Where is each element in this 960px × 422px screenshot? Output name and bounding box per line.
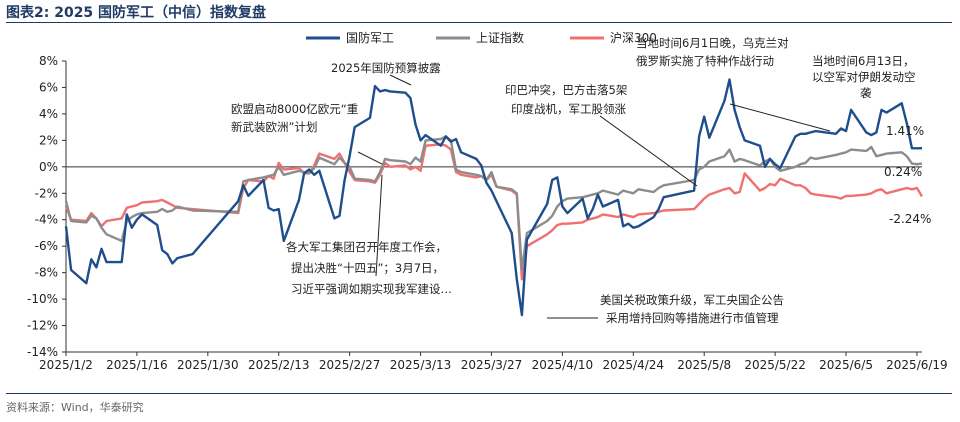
leader-budget (389, 74, 412, 86)
leader-eu (357, 151, 383, 165)
annotation-ukraine-line-2: 俄罗斯实施了特种作战行动 (636, 54, 774, 68)
leader-indopak (599, 115, 698, 187)
annotation-ukraine: 当地时间6月1日晚，乌克兰对 俄罗斯实施了特种作战行动 (636, 36, 789, 68)
y-tick-label: 4% (39, 107, 58, 121)
end-label-csi300: -2.24% (889, 212, 931, 226)
legend-label-sse: 上证指数 (476, 30, 524, 45)
legend: 国防军工 上证指数 沪深300 (306, 30, 657, 45)
x-tick-label: 2025/1/16 (106, 358, 168, 372)
x-axis: 2025/1/2 2025/1/16 2025/1/30 2025/2/13 2025/… (39, 166, 948, 372)
x-tick-label: 2025/3/27 (461, 358, 523, 372)
y-tick-label: 8% (39, 54, 58, 68)
series-line-defense (64, 78, 923, 317)
annotation-ukraine-line-1: 当地时间6月1日晚，乌克兰对 (636, 36, 789, 50)
y-axis: -14% -12% -10% -8% -6% -4% -2% 0% 2% 4% 6% 8% (27, 54, 67, 359)
x-tick-label: 2025/3/13 (390, 358, 452, 372)
annotation-tariff-line-1: 美国关税政策升级，军工央国企公告 (600, 293, 784, 307)
x-tick-label: 2025/1/2 (39, 358, 93, 372)
title-rule (6, 22, 952, 23)
annotation-groups-line-1: 各大军工集团召开年度工作会， (286, 240, 447, 254)
end-label-sse: 0.24% (884, 165, 922, 179)
annotation-leaders (357, 74, 867, 319)
y-tick-label: -12% (27, 319, 58, 333)
x-tick-label: 2025/6/19 (886, 358, 948, 372)
x-tick-label: 2025/2/27 (319, 358, 381, 372)
annotation-tariff: 美国关税政策升级，军工央国企公告 采用增持回购等措施进行市值管理 (600, 293, 784, 325)
source-rule (6, 393, 952, 394)
annotation-eu: 欧盟启动8000亿欧元“重 新武装欧洲”计划 (231, 102, 358, 134)
y-tick-label: -6% (35, 239, 58, 253)
y-tick-label: -4% (35, 213, 58, 227)
legend-label-defense: 国防军工 (346, 30, 394, 45)
y-tick-label: -8% (35, 266, 58, 280)
y-tick-label: 6% (39, 80, 58, 94)
annotation-israel-line-3: 袭 (860, 86, 872, 100)
leader-ukraine (729, 103, 831, 132)
annotation-eu-line-2: 新武装欧洲”计划 (231, 120, 317, 134)
annotation-groups-line-2: 提出决胜“十四五”；3月7日， (291, 261, 444, 275)
annotation-eu-line-1: 欧盟启动8000亿欧元“重 (231, 102, 358, 116)
x-tick-label: 2025/1/30 (177, 358, 239, 372)
annotation-tariff-line-2: 采用增持回购等措施进行市值管理 (606, 311, 779, 325)
annotation-budget-line-1: 2025年国防预算披露 (331, 61, 441, 75)
annotation-indopak-line-2: 印度战机，军工股领涨 (511, 102, 626, 116)
series-line-csi300 (64, 143, 924, 281)
y-tick-label: -14% (27, 345, 58, 359)
chart-title: 图表2: 2025 国防军工（中信）指数复盘 (6, 5, 267, 21)
y-tick-label: -10% (27, 292, 58, 306)
annotation-groups-line-3: 习近平强调如期实现我军建设… (291, 282, 452, 296)
annotation-indopak-line-1: 印巴冲突，巴方击落5架 (505, 83, 627, 97)
series-line-sse (64, 135, 923, 272)
y-tick-label: 2% (39, 133, 58, 147)
x-tick-label: 2025/6/5 (819, 358, 873, 372)
y-tick-label: -2% (35, 186, 58, 200)
annotation-israel-line-2: 以空军对伊朗发动空 (812, 70, 916, 84)
x-tick-label: 2025/2/13 (248, 358, 310, 372)
source-note: 资料来源：Wind，华泰研究 (6, 401, 144, 414)
annotation-indopak: 印巴冲突，巴方击落5架 印度战机，军工股领涨 (505, 83, 627, 116)
annotation-budget: 2025年国防预算披露 (331, 61, 441, 75)
annotation-israel: 当地时间6月13日， 以空军对伊朗发动空 袭 (812, 54, 916, 100)
end-label-defense: 1.41% (886, 124, 924, 138)
chart-plot: 国防军工 上证指数 沪深300 -14% -12% -10% -8% -6% -4% -2%… (27, 30, 948, 372)
leader-groups (375, 174, 383, 277)
x-tick-label: 2025/5/8 (677, 358, 731, 372)
x-tick-label: 2025/5/22 (744, 358, 806, 372)
y-tick-label: 0% (39, 160, 58, 174)
annotation-israel-line-1: 当地时间6月13日， (812, 54, 914, 68)
annotation-groups: 各大军工集团召开年度工作会， 提出决胜“十四五”；3月7日， 习近平强调如期实现… (286, 240, 452, 296)
x-tick-label: 2025/4/10 (532, 358, 594, 372)
series-layer (64, 78, 924, 317)
x-tick-label: 2025/4/24 (603, 358, 665, 372)
legend-label-csi300: 沪深300 (610, 31, 657, 45)
